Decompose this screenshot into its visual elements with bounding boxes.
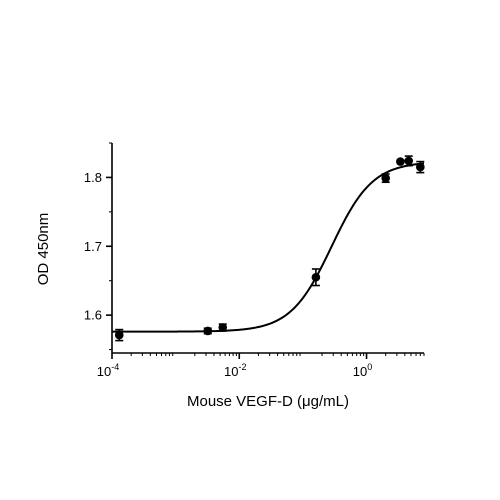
data-point: [416, 162, 425, 172]
x-tick-label: 10-2: [224, 362, 246, 379]
data-point: [218, 323, 228, 332]
data-points: [114, 155, 425, 342]
data-point: [114, 330, 124, 340]
x-tick-label: 100: [353, 362, 372, 379]
x-axis-title: Mouse VEGF-D (μg/mL): [187, 393, 349, 410]
y-axis-title: OD 450nm: [35, 213, 52, 286]
fit-curve: [112, 162, 425, 333]
data-point: [311, 272, 321, 282]
y-tick-label: 1.6: [84, 308, 102, 323]
y-tick-label: 1.8: [84, 170, 102, 185]
data-point: [381, 173, 390, 183]
y-axis-ticks: 1.6 1.7 1.8: [84, 142, 112, 351]
x-axis-ticks: 10-4 10-2 100: [97, 353, 425, 379]
axes: [111, 143, 424, 354]
data-point: [396, 157, 405, 166]
x-tick-label: 10-4: [97, 362, 119, 379]
data-point: [203, 326, 213, 336]
data-point: [404, 156, 414, 166]
y-tick-label: 1.7: [84, 239, 102, 254]
